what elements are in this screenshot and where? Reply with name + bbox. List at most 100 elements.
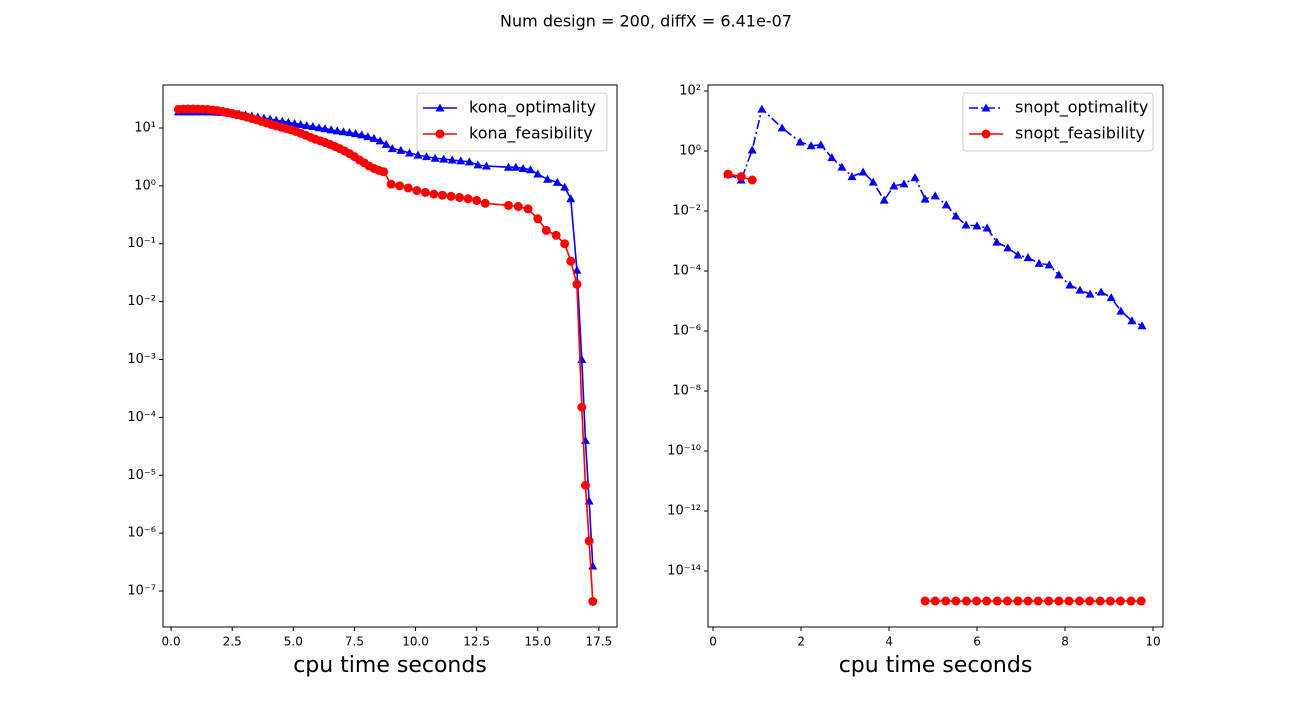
y-tick-label: 10⁻⁸ xyxy=(672,384,701,399)
marker-triangle xyxy=(961,220,971,229)
marker-triangle xyxy=(357,130,367,139)
y-tick-label: 10⁻⁷ xyxy=(127,584,156,599)
y-tick-label: 10⁰ xyxy=(134,178,156,193)
x-tick-label: 10.0 xyxy=(402,635,429,649)
marker-triangle xyxy=(456,156,466,165)
marker-triangle xyxy=(1034,258,1044,267)
figure-title: Num design = 200, diffX = 6.41e-07 xyxy=(500,12,792,31)
marker-circle xyxy=(961,596,971,606)
marker-triangle xyxy=(511,162,521,171)
marker-circle xyxy=(1136,596,1146,606)
marker-triangle xyxy=(1116,306,1126,315)
marker-triangle xyxy=(503,162,513,171)
marker-circle xyxy=(523,204,533,214)
marker-triangle xyxy=(972,221,982,230)
axes-frame xyxy=(707,84,1164,628)
marker-circle xyxy=(951,596,961,606)
marker-triangle xyxy=(1127,316,1137,325)
marker-triangle xyxy=(518,163,528,172)
marker-triangle xyxy=(447,155,457,164)
y-tick-label: 10¹ xyxy=(134,120,156,135)
marker-triangle xyxy=(1044,260,1054,269)
marker-circle xyxy=(1126,596,1136,606)
marker-triangle xyxy=(930,191,940,200)
marker-circle xyxy=(420,187,430,197)
marker-triangle xyxy=(351,129,361,138)
marker-circle xyxy=(560,239,570,249)
x-axis-label: cpu time seconds xyxy=(293,653,487,678)
y-tick-label: 10⁻⁶ xyxy=(127,526,156,541)
marker-circle xyxy=(429,189,439,199)
marker-triangle xyxy=(1085,289,1095,298)
y-tick-label: 10⁻¹⁴ xyxy=(667,564,701,579)
x-tick-label: 0.0 xyxy=(162,635,181,649)
marker-triangle xyxy=(552,177,562,186)
marker-circle xyxy=(435,129,445,139)
marker-circle xyxy=(1054,596,1064,606)
y-tick-label: 10⁻⁴ xyxy=(127,410,156,425)
marker-triangle xyxy=(982,223,992,232)
marker-circle xyxy=(981,129,991,139)
marker-triangle xyxy=(847,172,857,181)
marker-triangle xyxy=(795,137,805,146)
marker-circle xyxy=(972,596,982,606)
marker-triangle xyxy=(941,200,951,209)
marker-circle xyxy=(588,596,598,606)
marker-circle xyxy=(455,192,465,202)
marker-triangle xyxy=(1106,293,1116,302)
marker-triangle xyxy=(345,128,355,137)
marker-circle xyxy=(1044,596,1054,606)
marker-triangle xyxy=(827,153,837,162)
marker-triangle xyxy=(868,177,878,186)
legend-box xyxy=(962,92,1154,152)
marker-circle xyxy=(379,167,389,177)
marker-circle xyxy=(572,279,582,289)
x-tick-label: 6 xyxy=(973,635,981,649)
legend-label: snopt_feasibility xyxy=(1015,124,1145,144)
marker-triangle xyxy=(533,169,543,178)
marker-circle xyxy=(412,186,422,196)
marker-triangle xyxy=(320,124,330,133)
marker-triangle xyxy=(879,195,889,204)
marker-triangle xyxy=(296,119,306,128)
legend: kona_optimality kona_feasibility xyxy=(416,92,608,152)
x-tick-label: 17.5 xyxy=(586,635,613,649)
marker-triangle xyxy=(1096,287,1106,296)
x-tick-label: 4 xyxy=(885,635,893,649)
legend-label: kona_feasibility xyxy=(469,124,593,144)
marker-triangle xyxy=(992,237,1002,246)
marker-circle xyxy=(584,536,594,546)
marker-triangle xyxy=(326,125,336,134)
marker-circle xyxy=(580,480,590,490)
y-tick-label: 10⁻¹ xyxy=(127,236,156,251)
marker-circle xyxy=(1064,596,1074,606)
marker-circle xyxy=(747,175,757,185)
marker-triangle xyxy=(1065,280,1075,289)
marker-circle xyxy=(551,230,561,240)
marker-triangle xyxy=(290,118,300,127)
marker-circle xyxy=(1075,596,1085,606)
marker-triangle xyxy=(920,194,930,203)
marker-triangle xyxy=(910,173,920,182)
x-tick-label: 12.5 xyxy=(463,635,490,649)
marker-triangle xyxy=(464,157,474,166)
marker-circle xyxy=(930,596,940,606)
marker-circle xyxy=(1013,596,1023,606)
x-tick-label: 0 xyxy=(709,635,717,649)
plot-area xyxy=(723,104,1147,606)
marker-triangle xyxy=(375,136,385,145)
marker-triangle xyxy=(777,123,787,132)
marker-triangle xyxy=(1003,243,1013,252)
marker-triangle xyxy=(435,103,445,112)
marker-triangle xyxy=(404,148,414,157)
marker-circle xyxy=(1023,596,1033,606)
y-tick-label: 10⁻⁵ xyxy=(127,468,156,483)
x-tick-label: 2.5 xyxy=(223,635,242,649)
marker-circle xyxy=(541,225,551,235)
x-tick-label: 8 xyxy=(1061,635,1069,649)
marker-triangle xyxy=(396,145,406,154)
marker-circle xyxy=(992,596,1002,606)
axes-frame xyxy=(162,84,618,628)
marker-triangle xyxy=(413,150,423,159)
legend-label: snopt_optimality xyxy=(1015,98,1148,118)
